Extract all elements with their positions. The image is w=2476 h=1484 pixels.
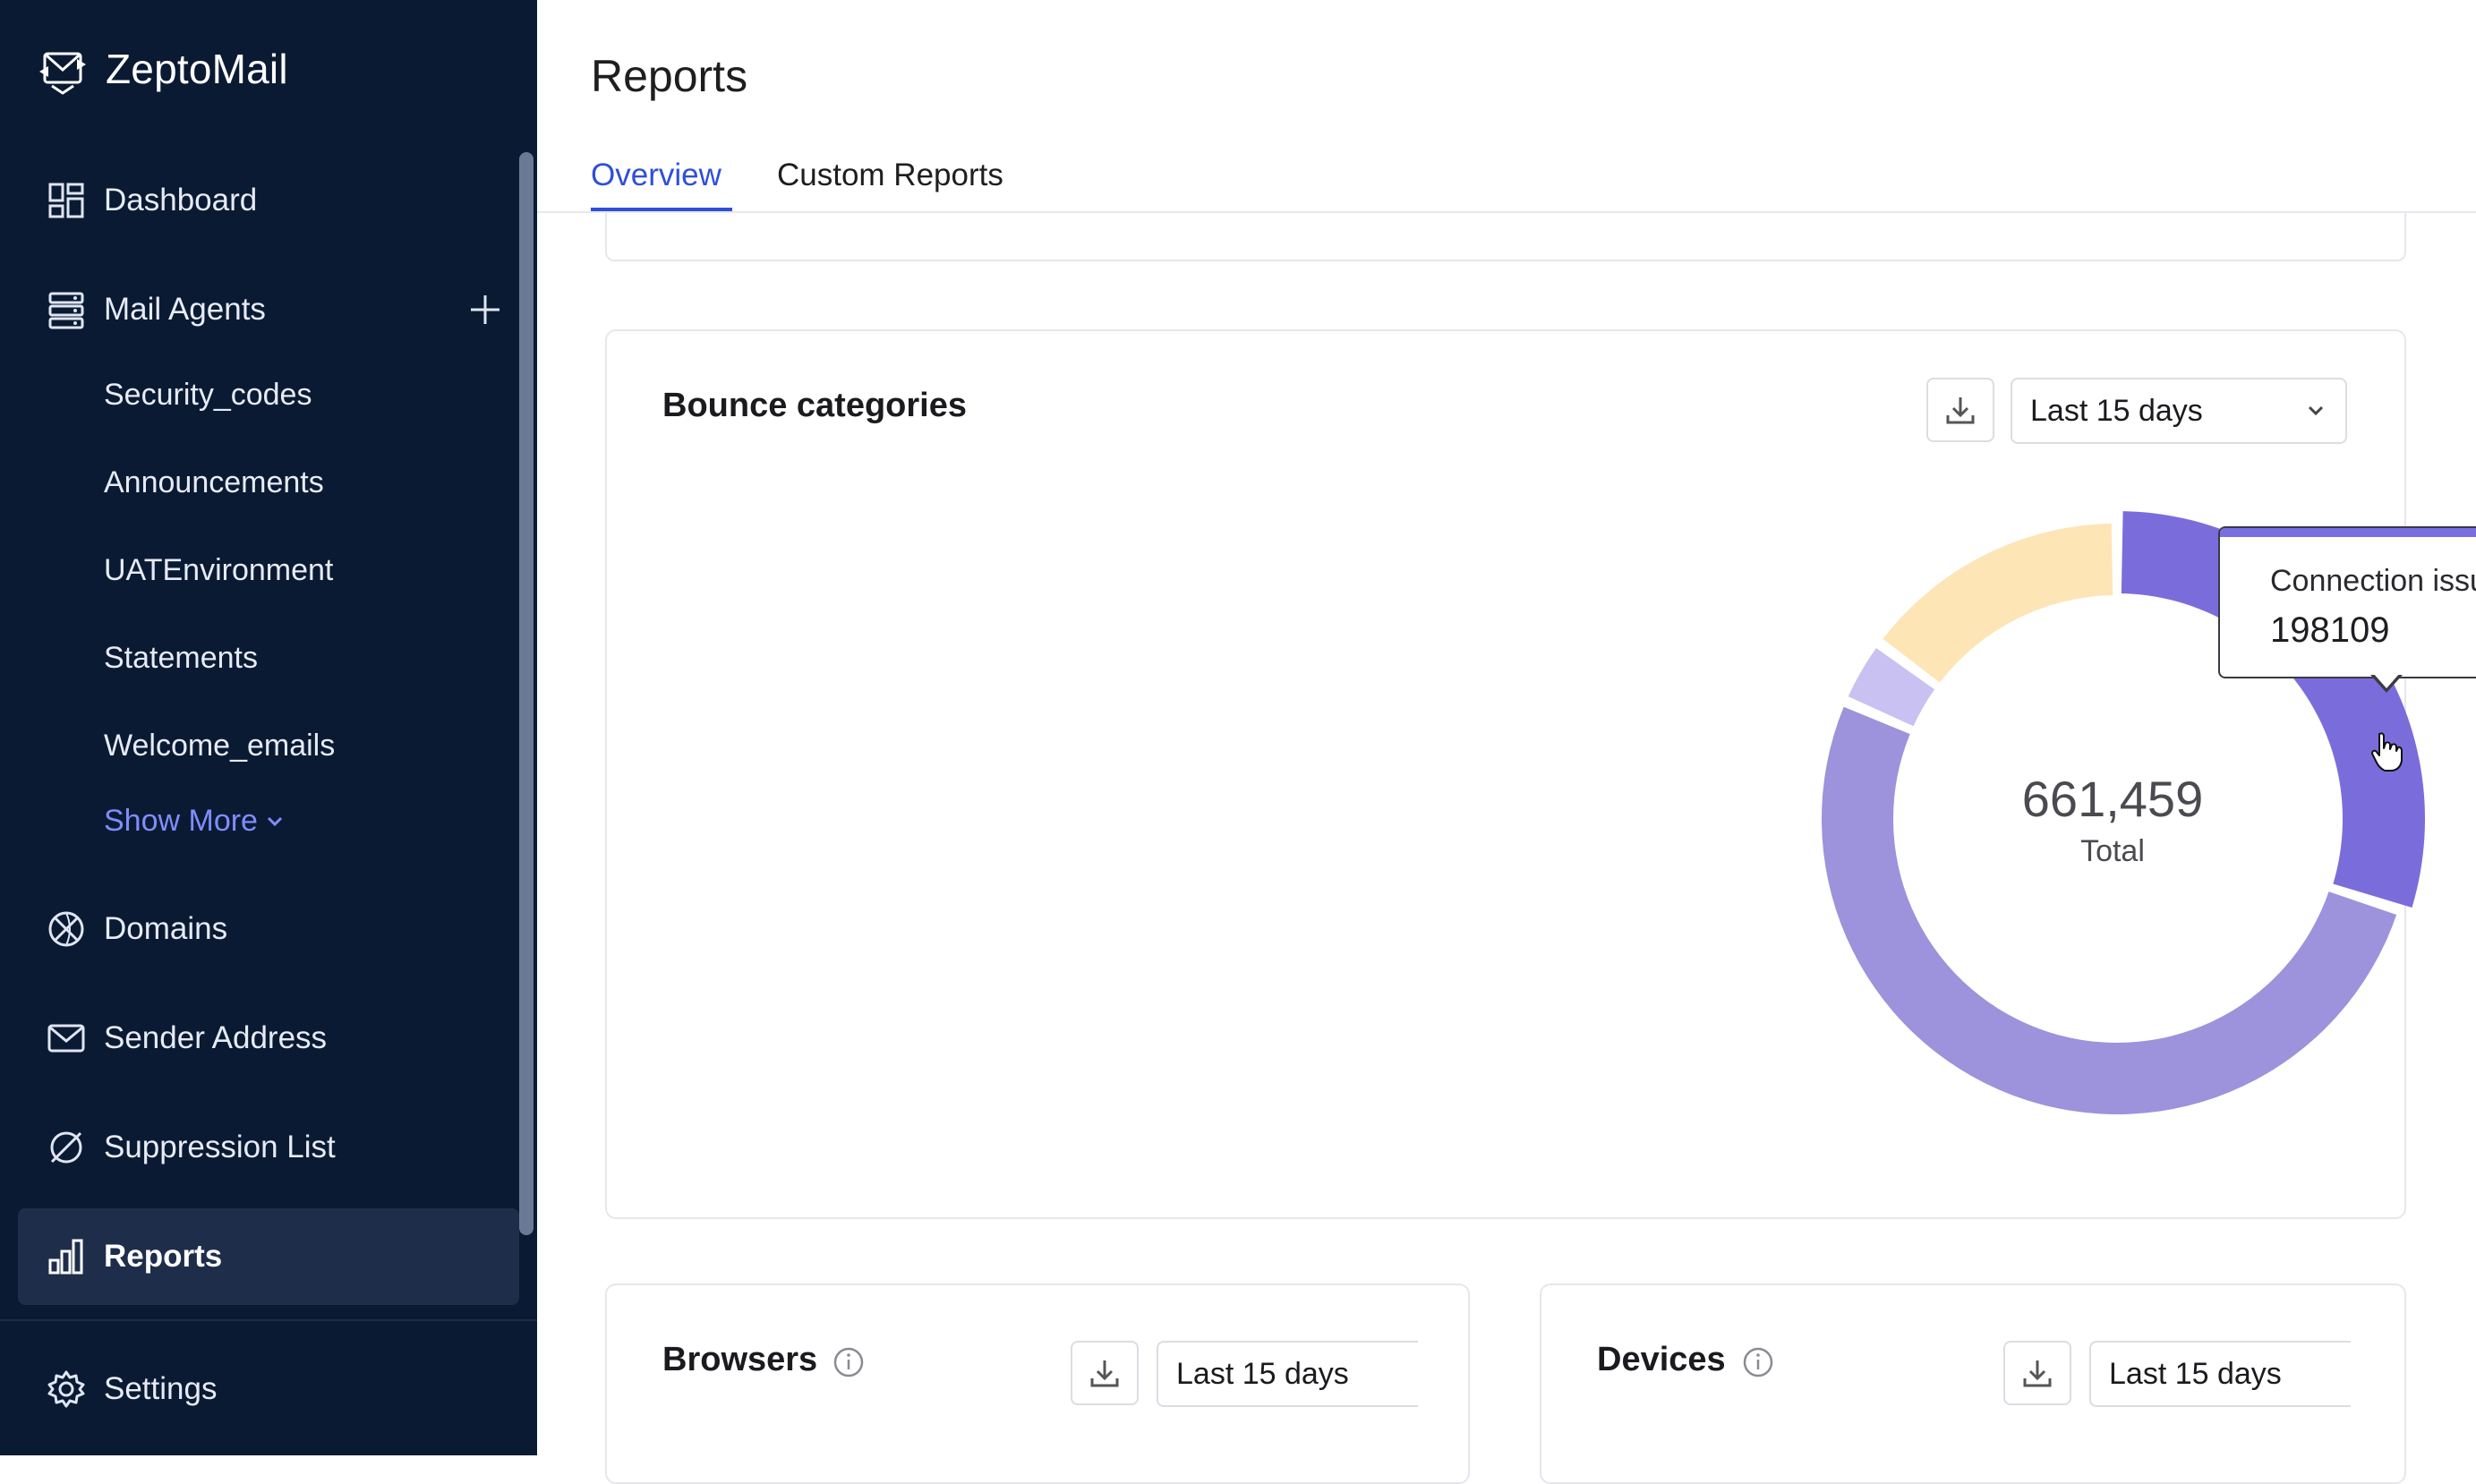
info-icon[interactable] bbox=[1742, 1346, 1774, 1378]
sidebar-subitem-mail-agent[interactable]: Welcome_emails bbox=[104, 729, 336, 763]
envelope-icon bbox=[47, 1024, 85, 1053]
download-icon bbox=[2023, 1360, 2052, 1387]
period-select[interactable]: Last 15 days bbox=[1157, 1341, 1418, 1407]
donut-slice-1[interactable] bbox=[2121, 511, 2425, 908]
sidebar-item-label: Dashboard bbox=[104, 183, 258, 217]
zeptomail-logo-icon bbox=[39, 52, 86, 95]
tooltip-accent-bar bbox=[2220, 528, 2476, 537]
sidebar-scrollbar[interactable] bbox=[519, 152, 534, 1235]
tooltip-value: 198109 bbox=[2270, 610, 2390, 650]
show-more-link[interactable]: Show More bbox=[104, 804, 285, 839]
page-title: Reports bbox=[591, 51, 748, 101]
period-select-value: Last 15 days bbox=[1176, 1356, 1349, 1391]
info-icon[interactable] bbox=[832, 1346, 865, 1378]
download-icon bbox=[1946, 397, 1975, 424]
gear-icon bbox=[47, 1370, 85, 1408]
download-icon bbox=[1090, 1360, 1119, 1387]
browsers-card: Browsers Last 15 days bbox=[605, 1284, 1470, 1484]
tab-custom-reports[interactable]: Custom Reports bbox=[777, 158, 1003, 192]
period-select[interactable]: Last 15 days bbox=[2011, 378, 2347, 444]
sidebar-item-sender-address[interactable]: Sender Address bbox=[0, 1002, 537, 1074]
chevron-down-icon bbox=[2308, 405, 2324, 416]
bounce-categories-donut-chart bbox=[1821, 511, 2425, 1115]
download-button[interactable] bbox=[2003, 1341, 2071, 1405]
chart-tooltip: Connection issues 198109 bbox=[2218, 526, 2476, 678]
period-select-value: Last 15 days bbox=[2109, 1356, 2282, 1391]
sidebar-subitem-mail-agent[interactable]: Announcements bbox=[104, 465, 324, 499]
sidebar-item-label: Domains bbox=[104, 911, 228, 946]
sidebar-subitem-mail-agent[interactable]: Statements bbox=[104, 641, 258, 675]
chevron-down-icon bbox=[267, 816, 283, 826]
sidebar-active-highlight bbox=[18, 1208, 519, 1305]
mail-agents-icon bbox=[48, 292, 84, 329]
main-content: Reports Overview Custom Reports Bounce c… bbox=[537, 0, 2476, 1484]
tab-overview[interactable]: Overview bbox=[591, 158, 721, 192]
donut-total-label: Total bbox=[2080, 834, 2145, 868]
download-button[interactable] bbox=[1071, 1341, 1139, 1405]
sidebar-item-label: Reports bbox=[104, 1239, 223, 1274]
donut-total-value: 661,459 bbox=[2021, 771, 2204, 827]
tooltip-label: Connection issues bbox=[2270, 564, 2476, 598]
domains-icon bbox=[48, 911, 84, 947]
add-mail-agent-icon[interactable] bbox=[467, 292, 503, 328]
sidebar-item-label: Settings bbox=[104, 1371, 218, 1406]
sidebar-subitem-mail-agent[interactable]: Security_codes bbox=[104, 378, 312, 412]
card-title: Browsers bbox=[662, 1341, 818, 1378]
devices-card: Devices Last 15 days bbox=[1540, 1284, 2406, 1484]
donut-slice-2[interactable] bbox=[1821, 706, 2397, 1115]
sidebar-item-label: Mail Agents bbox=[104, 292, 266, 327]
hand-cursor-icon bbox=[2371, 732, 2403, 772]
brand-name: ZeptoMail bbox=[106, 46, 288, 92]
card-title: Bounce categories bbox=[662, 387, 967, 424]
sidebar-item-reports[interactable]: Reports bbox=[0, 1221, 537, 1292]
block-icon bbox=[50, 1131, 82, 1164]
card-title: Devices bbox=[1597, 1341, 1726, 1378]
donut-slice-3[interactable] bbox=[1848, 647, 1935, 727]
active-tab-indicator bbox=[591, 208, 732, 212]
dashboard-icon bbox=[48, 183, 84, 218]
brand[interactable]: ZeptoMail bbox=[36, 41, 288, 97]
sidebar-divider bbox=[0, 1319, 537, 1321]
download-button[interactable] bbox=[1926, 378, 1994, 442]
sidebar-item-label: Suppression List bbox=[104, 1130, 336, 1164]
previous-card-edge bbox=[605, 213, 2406, 261]
donut-slice-4[interactable] bbox=[1883, 524, 2113, 683]
sidebar: ZeptoMail Dashboard Mail Agents Security… bbox=[0, 0, 537, 1455]
sidebar-item-suppression-list[interactable]: Suppression List bbox=[0, 1112, 537, 1183]
bar-chart-icon bbox=[48, 1239, 83, 1275]
sidebar-subitem-mail-agent[interactable]: UATEnvironment bbox=[104, 553, 334, 587]
sidebar-item-domains[interactable]: Domains bbox=[0, 893, 537, 965]
period-select-value: Last 15 days bbox=[2030, 393, 2203, 428]
period-select[interactable]: Last 15 days bbox=[2089, 1341, 2351, 1407]
tooltip-arrow-inner bbox=[2373, 673, 2400, 688]
sidebar-item-settings[interactable]: Settings bbox=[0, 1353, 537, 1425]
sidebar-item-mail-agents[interactable]: Mail Agents bbox=[0, 274, 537, 345]
sidebar-item-dashboard[interactable]: Dashboard bbox=[0, 165, 537, 236]
sidebar-item-label: Sender Address bbox=[104, 1020, 328, 1055]
show-more-label: Show More bbox=[104, 804, 258, 838]
tabs-divider bbox=[537, 211, 2476, 213]
